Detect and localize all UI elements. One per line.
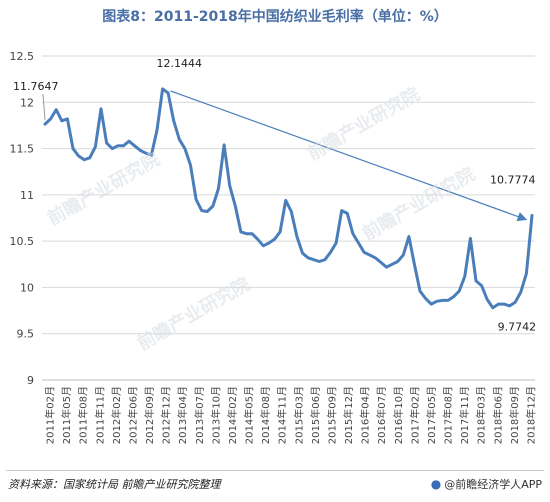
x-tick-label: 2017年05月: [425, 386, 438, 444]
x-tick-label: 2018年06月: [491, 386, 504, 444]
x-tick-label: 2011年08月: [77, 386, 90, 444]
label-leader: [42, 94, 46, 121]
footer-divider: [6, 470, 544, 471]
y-tick-label: 10.5: [10, 235, 35, 248]
y-tick-label: 11.5: [10, 143, 35, 156]
x-tick-label: 2016年04月: [359, 386, 372, 444]
x-tick-label: 2013年10月: [209, 386, 222, 444]
x-tick-label: 2016年07月: [375, 386, 388, 444]
x-tick-label: 2018年09月: [508, 386, 521, 444]
line-chart: 9 9.5 10 10.5 11 11.5 12 12.5 2011年02月 2011年05月 20…: [10, 50, 538, 444]
data-label: 10.7774: [490, 173, 536, 186]
x-tick-label: 2016年10月: [392, 386, 405, 444]
x-tick-label: 2011年05月: [60, 386, 73, 444]
x-tick-label: 2015年06月: [309, 386, 322, 444]
y-tick-label: 9: [27, 374, 34, 387]
x-tick-label: 2012年09月: [143, 386, 156, 444]
chart-title: 图表8：2011-2018年中国纺织业毛利率（单位：%）: [102, 9, 448, 25]
x-tick-label: 2015年09月: [325, 386, 338, 444]
source-note: 资料来源：国家统计局 前瞻产业研究院整理: [8, 478, 221, 491]
brand-label: @前瞻经济学人APP: [444, 478, 542, 491]
x-tick-label: 2012年02月: [110, 386, 123, 444]
data-label: 11.7647: [13, 80, 59, 93]
x-tick-label: 2013年07月: [193, 386, 206, 444]
data-label: 12.1444: [157, 57, 203, 70]
data-label: 9.7742: [498, 320, 537, 333]
y-tick-label: 12: [20, 96, 34, 109]
trend-arrow: [170, 90, 528, 222]
series-line: [43, 87, 534, 310]
x-tick-label: 2014年05月: [243, 386, 256, 444]
x-tick-label: 2015年03月: [292, 386, 305, 444]
x-tick-label: 2015年12月: [342, 386, 355, 444]
x-tick-label: 2014年11月: [276, 386, 289, 444]
y-tick-label: 11: [20, 189, 34, 202]
brand-badge: ● @前瞻经济学人APP: [431, 476, 542, 492]
x-tick-label: 2017年11月: [458, 386, 471, 444]
x-tick-label: 2011年02月: [44, 386, 57, 444]
x-tick-label: 2012年12月: [160, 386, 173, 444]
x-tick-label: 2018年12月: [525, 386, 538, 444]
x-tick-label: 2011年11月: [93, 386, 106, 444]
x-tick-label: 2018年03月: [475, 386, 488, 444]
x-tick-label: 2012年06月: [126, 386, 139, 444]
x-tick-label: 2014年08月: [259, 386, 272, 444]
y-tick-label: 10: [20, 281, 34, 294]
x-tick-label: 2013年04月: [176, 386, 189, 444]
y-tick-label: 12.5: [10, 50, 35, 63]
x-tick-label: 2014年02月: [226, 386, 239, 444]
wechat-icon: ●: [430, 477, 442, 491]
x-tick-label: 2017年02月: [408, 386, 421, 444]
y-tick-label: 9.5: [17, 328, 35, 341]
x-tick-label: 2017年08月: [442, 386, 455, 444]
